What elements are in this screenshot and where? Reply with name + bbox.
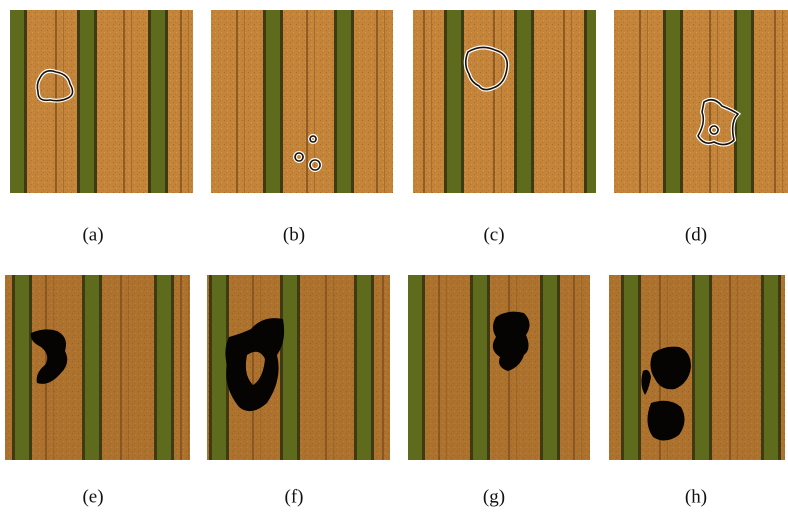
electrode xyxy=(764,275,778,460)
electrode xyxy=(283,275,297,460)
panel-label: (e) xyxy=(82,486,103,507)
track-line xyxy=(384,10,385,193)
track-line xyxy=(188,275,189,460)
substrate xyxy=(211,10,393,193)
electrode xyxy=(517,10,531,193)
micrograph xyxy=(413,10,604,193)
panel-label: (d) xyxy=(685,224,707,245)
panel-image xyxy=(405,275,590,460)
electrode xyxy=(10,10,24,193)
track-line xyxy=(314,10,315,193)
electrode xyxy=(357,275,371,460)
electrode xyxy=(666,10,680,193)
track-line xyxy=(729,275,731,460)
electrode xyxy=(695,275,709,460)
electrode xyxy=(157,275,171,460)
panel-label: (f) xyxy=(285,486,304,507)
electrode xyxy=(85,275,99,460)
substrate xyxy=(413,10,596,193)
track-line xyxy=(423,10,425,193)
electrode xyxy=(151,10,165,193)
track-line xyxy=(563,10,565,193)
track-line xyxy=(446,275,447,460)
electrode xyxy=(266,10,280,193)
electrode xyxy=(408,275,422,460)
micrograph xyxy=(207,275,391,460)
micrograph xyxy=(614,10,788,193)
electrode xyxy=(15,275,29,460)
track-line xyxy=(244,10,245,193)
track-line xyxy=(581,275,582,460)
track-line xyxy=(180,10,182,193)
electrode xyxy=(337,10,351,193)
electrode xyxy=(212,275,226,460)
track-line xyxy=(647,10,648,193)
track-line xyxy=(188,10,189,193)
electrode xyxy=(624,275,638,460)
track-line xyxy=(639,10,641,193)
track-line xyxy=(501,10,502,193)
electrode xyxy=(543,275,557,460)
track-line xyxy=(390,275,391,460)
electrode xyxy=(473,275,487,460)
track-line xyxy=(131,10,132,193)
panel-image xyxy=(7,10,193,193)
track-line xyxy=(260,275,261,460)
electrode xyxy=(737,10,751,193)
track-line xyxy=(236,10,238,193)
panel-image xyxy=(609,275,788,460)
electrode xyxy=(447,10,461,193)
track-line xyxy=(306,10,308,193)
track-line xyxy=(516,275,517,460)
track-line xyxy=(180,275,182,460)
micrograph xyxy=(211,10,393,193)
track-line xyxy=(325,275,327,460)
panel-image xyxy=(413,10,604,193)
track-line xyxy=(382,275,384,460)
figure: (a) (b) (c) (d) (e) (f) (g) (h) xyxy=(0,0,788,515)
track-line xyxy=(573,275,575,460)
track-line xyxy=(438,275,440,460)
track-line xyxy=(782,10,783,193)
track-line xyxy=(571,10,572,193)
track-line xyxy=(774,10,776,193)
track-line xyxy=(333,275,334,460)
track-line xyxy=(123,10,125,193)
panel-image xyxy=(207,275,391,460)
track-line xyxy=(376,10,378,193)
panel-image xyxy=(211,10,393,193)
track-line xyxy=(493,10,495,193)
track-line xyxy=(128,275,129,460)
micrograph xyxy=(405,275,590,460)
micrograph xyxy=(5,275,190,460)
electrode xyxy=(80,10,94,193)
panel-label: (b) xyxy=(283,224,305,245)
track-line xyxy=(737,275,738,460)
panel-label: (c) xyxy=(483,224,504,245)
panel-label: (h) xyxy=(685,486,707,507)
micrograph xyxy=(7,10,193,193)
panel-image xyxy=(614,10,788,193)
electrode xyxy=(587,10,601,193)
track-line xyxy=(431,10,432,193)
panel-image xyxy=(5,275,190,460)
panel-label: (a) xyxy=(82,224,103,245)
micrograph xyxy=(609,275,788,460)
panel-label: (g) xyxy=(483,486,505,507)
track-line xyxy=(120,275,122,460)
shade xyxy=(408,275,590,460)
track-line xyxy=(252,275,254,460)
